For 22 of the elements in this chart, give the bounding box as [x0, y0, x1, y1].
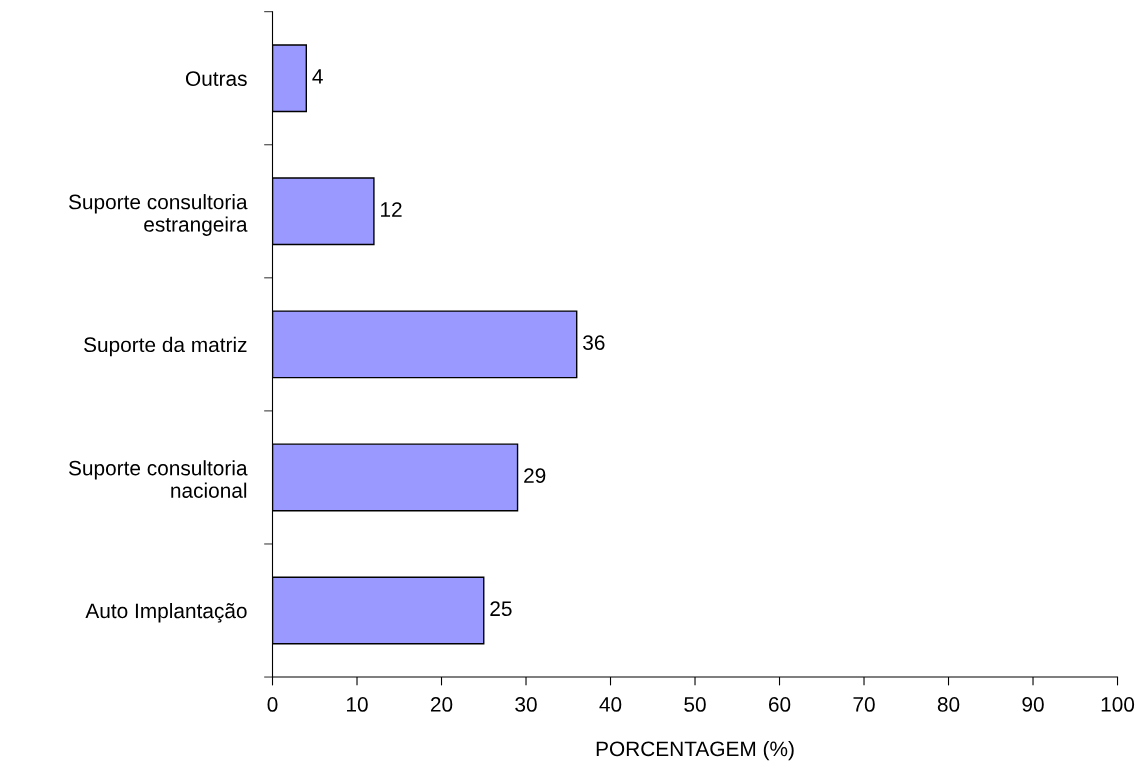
x-tick-label: 100	[1101, 697, 1135, 712]
data-label: 12	[381, 202, 402, 217]
x-tick-label: 20	[430, 697, 453, 712]
x-tick-label: 70	[853, 697, 875, 712]
data-label: 25	[490, 601, 512, 617]
x-tick-label: 90	[1022, 697, 1044, 712]
y-tick-label: Outras	[185, 71, 247, 86]
data-label: 4	[312, 69, 323, 84]
x-tick-label: 30	[515, 697, 537, 712]
x-tick-label: 80	[937, 697, 960, 712]
x-tick-label: 0	[267, 697, 278, 712]
x-axis-title: PORCENTAGEM (%)	[596, 740, 794, 761]
x-tick-label: 50	[684, 697, 706, 712]
x-tick-label: 40	[599, 697, 622, 712]
y-tick-label: Suporte da matriz	[84, 336, 247, 357]
data-label: 36	[583, 335, 605, 350]
y-tick-label: Suporte consultoria nacional	[68, 460, 248, 498]
data-label: 29	[524, 468, 546, 484]
y-tick-label: Suporte consultoria estrangeira	[68, 194, 248, 236]
y-tick-label: Auto Implantação	[85, 602, 247, 623]
x-tick-label: 60	[768, 697, 791, 712]
x-tick-label: 10	[347, 697, 368, 712]
